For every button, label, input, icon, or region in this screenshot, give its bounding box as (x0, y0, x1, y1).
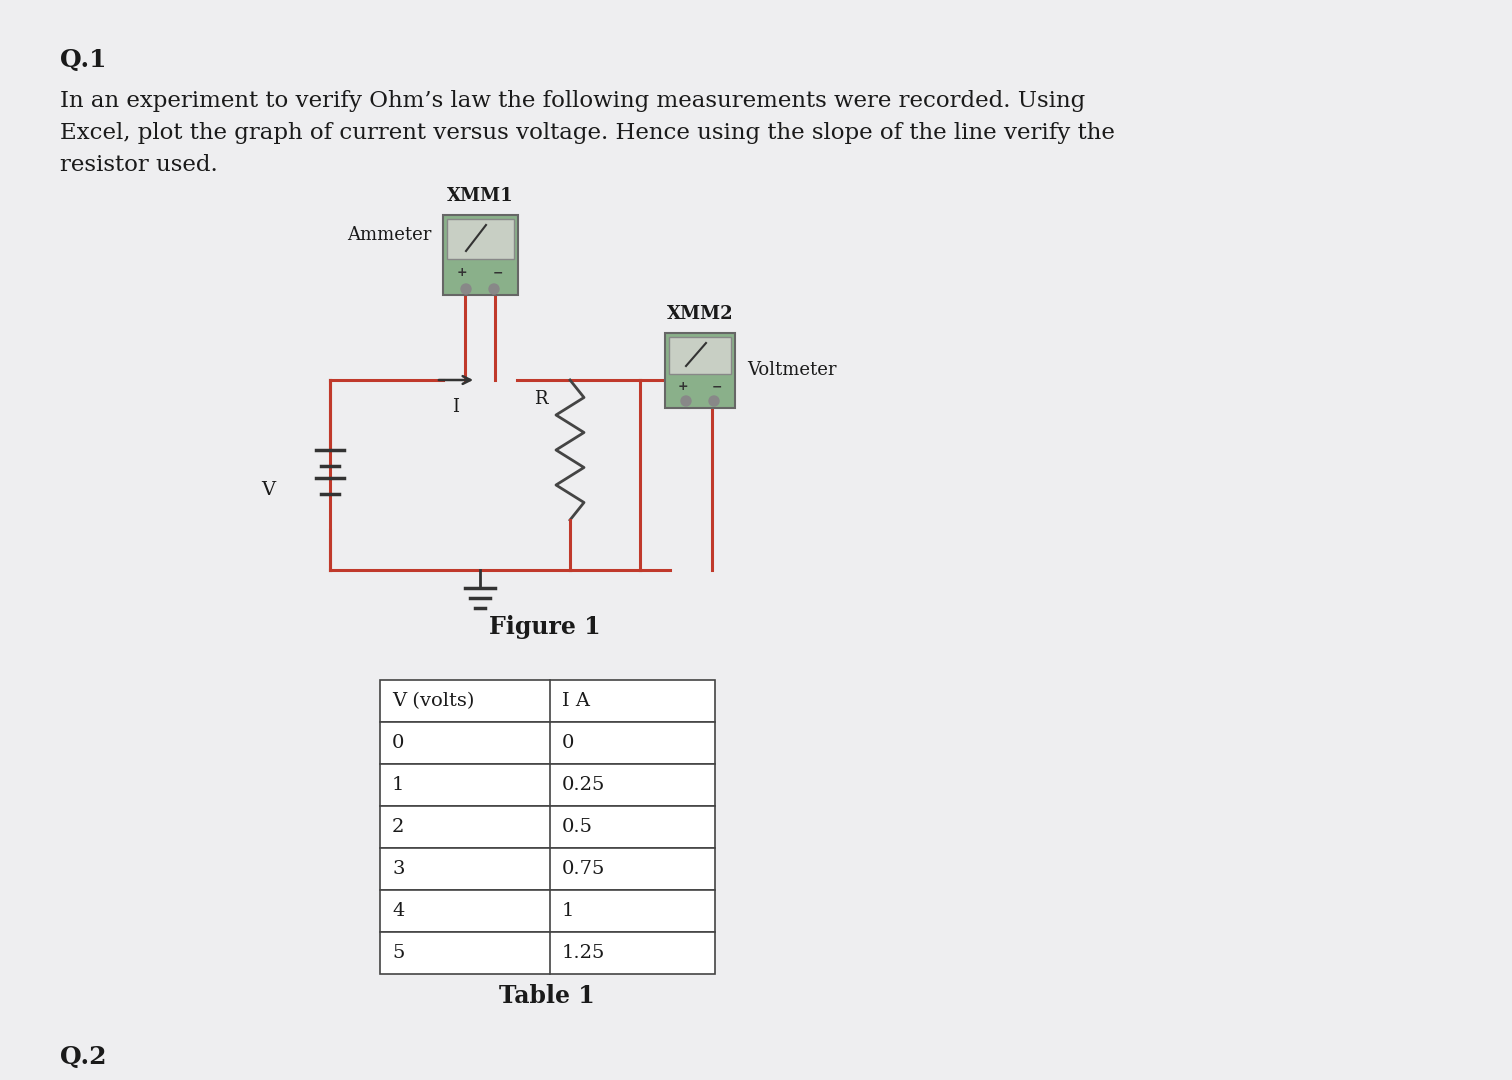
Text: resistor used.: resistor used. (60, 154, 218, 176)
Text: XMM2: XMM2 (667, 305, 733, 323)
Text: 1: 1 (392, 777, 404, 794)
Circle shape (680, 396, 691, 406)
Bar (380, 764, 715, 806)
Text: 1: 1 (562, 902, 575, 920)
Text: Excel, plot the graph of current versus voltage. Hence using the slope of the li: Excel, plot the graph of current versus … (60, 122, 1114, 144)
Text: 2: 2 (392, 818, 404, 836)
FancyBboxPatch shape (665, 333, 735, 408)
Text: 1.25: 1.25 (562, 944, 605, 962)
FancyBboxPatch shape (668, 337, 730, 374)
Text: V: V (262, 481, 275, 499)
Circle shape (461, 284, 472, 294)
Text: Figure 1: Figure 1 (490, 615, 600, 639)
Text: +: + (457, 267, 467, 280)
Text: Ammeter: Ammeter (346, 226, 431, 244)
Text: −: − (712, 380, 723, 393)
Bar (380, 723, 715, 764)
Text: −: − (493, 267, 503, 280)
Bar (380, 680, 715, 723)
Text: XMM1: XMM1 (446, 187, 513, 205)
Bar (380, 848, 715, 890)
Text: Table 1: Table 1 (499, 984, 594, 1008)
Bar (380, 806, 715, 848)
Text: Q.2: Q.2 (60, 1045, 106, 1069)
Bar (380, 932, 715, 974)
Text: In an experiment to verify Ohm’s law the following measurements were recorded. U: In an experiment to verify Ohm’s law the… (60, 90, 1086, 112)
Text: 0: 0 (562, 734, 575, 752)
Text: 0.25: 0.25 (562, 777, 605, 794)
Text: 4: 4 (392, 902, 404, 920)
Circle shape (709, 396, 720, 406)
Text: Q.1: Q.1 (60, 48, 106, 72)
Text: 0.5: 0.5 (562, 818, 593, 836)
Circle shape (488, 284, 499, 294)
Text: 5: 5 (392, 944, 404, 962)
Text: 0.75: 0.75 (562, 860, 605, 878)
Text: V (volts): V (volts) (392, 692, 475, 710)
Text: I: I (452, 399, 460, 416)
Text: 3: 3 (392, 860, 405, 878)
Bar (380, 890, 715, 932)
FancyBboxPatch shape (448, 219, 514, 259)
Text: R: R (535, 390, 547, 408)
Text: 0: 0 (392, 734, 404, 752)
Text: I A: I A (562, 692, 590, 710)
Text: +: + (677, 380, 688, 393)
FancyBboxPatch shape (443, 215, 519, 295)
Text: Voltmeter: Voltmeter (747, 361, 836, 379)
